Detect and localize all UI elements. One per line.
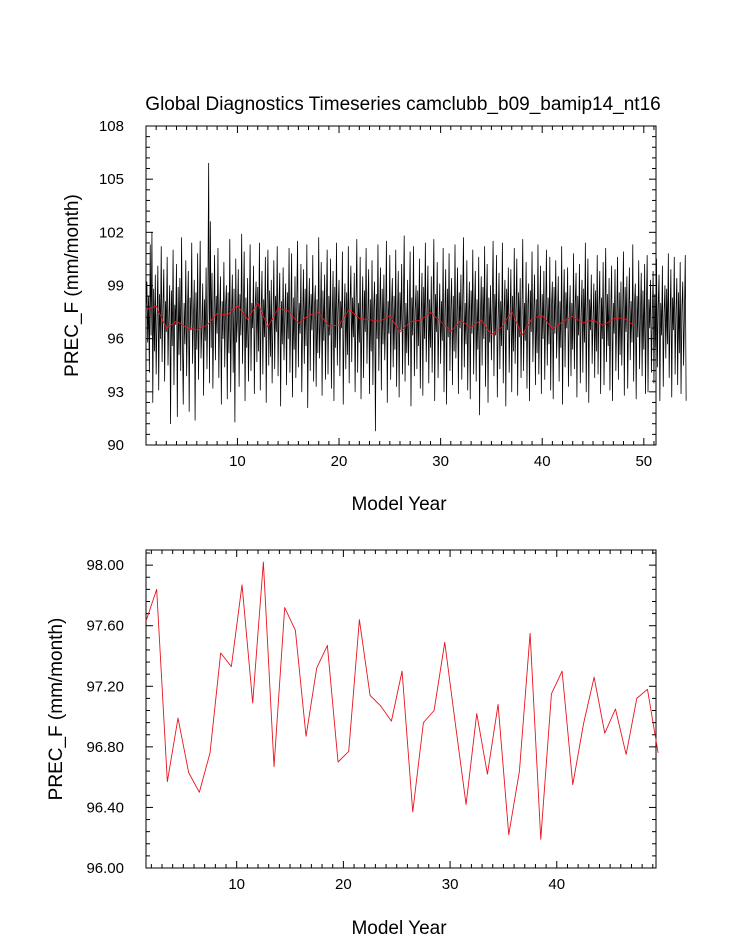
y-tick-label: 97.20 — [86, 678, 124, 695]
x-tick-label: 30 — [442, 876, 459, 893]
x-tick-label: 40 — [534, 453, 551, 470]
y-tick-label: 96.00 — [86, 860, 124, 877]
chart-panel-1: 10 20 30 40 50 90 93 96 99 102 105 108 Global Diagno… — [62, 94, 687, 515]
x-tick-label: 20 — [331, 453, 348, 470]
series-line-annual-mean — [145, 561, 659, 840]
x-axis-label: Model Year — [351, 494, 447, 515]
y-axis-label: PREC_F (mm/month) — [62, 194, 83, 377]
x-tick-label: 50 — [635, 453, 652, 470]
series-line-monthly — [145, 162, 687, 432]
x-tick-label: 40 — [548, 876, 565, 893]
y-tick-label: 99 — [107, 278, 124, 295]
x-tick-label: 30 — [432, 453, 449, 470]
y-tick-label: 105 — [99, 171, 124, 188]
series-line-annual-mean — [145, 302, 634, 336]
y-tick-label: 96.40 — [86, 799, 124, 816]
plot-frame — [145, 549, 657, 869]
x-tick-label: 10 — [228, 876, 245, 893]
x-axis-label: Model Year — [351, 918, 447, 939]
y-tick-label: 96.80 — [86, 739, 124, 756]
y-tick-label: 90 — [107, 437, 124, 454]
chart-title: Global Diagnostics Timeseries camclubb_b… — [145, 94, 660, 115]
x-tick-label: 20 — [335, 876, 352, 893]
y-tick-label: 97.60 — [86, 618, 124, 635]
y-tick-label: 96 — [107, 331, 124, 348]
y-axis-label: PREC_F (mm/month) — [46, 618, 67, 801]
x-tick-label: 10 — [229, 453, 246, 470]
y-tick-label: 93 — [107, 384, 124, 401]
y-tick-label: 102 — [99, 224, 124, 241]
chart-panel-2: 10 20 30 40 96.00 96.40 96.80 97.20 97.60 98.00 Mo… — [46, 549, 659, 939]
y-tick-label: 108 — [99, 118, 124, 135]
y-tick-label: 98.00 — [86, 557, 124, 574]
